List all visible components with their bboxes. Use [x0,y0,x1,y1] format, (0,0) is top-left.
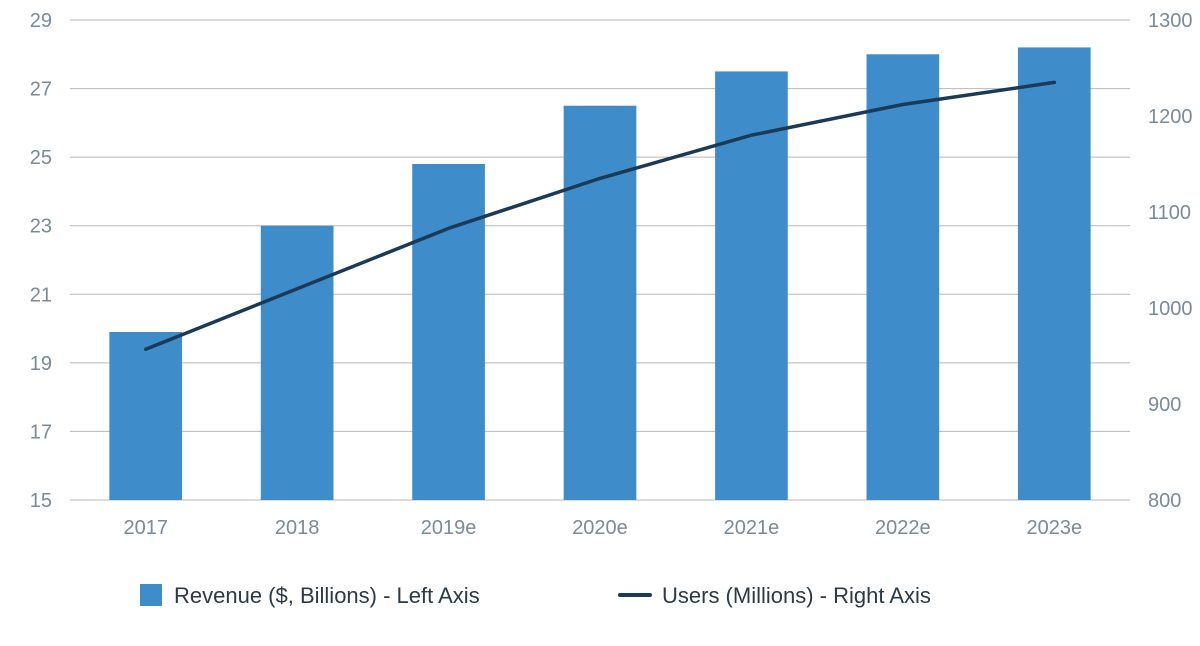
chart-svg: 15 17 19 21 23 25 27 29 800 900 1000 1100 1200 1300 20… [0,0,1200,646]
x-axis-category-label: 2018 [275,517,320,539]
bar [564,106,637,500]
revenue-users-chart: 15 17 19 21 23 25 27 29 800 900 1000 1100 1200 1300 20… [0,0,1200,646]
bar [867,54,940,500]
left-axis-tick-label: 17 [30,421,52,443]
right-axis-tick-label: 1200 [1148,106,1193,128]
x-axis-category-label: 2023e [1026,517,1082,539]
bar [109,332,182,500]
right-axis-tick-label: 1300 [1148,10,1193,32]
bar [412,164,485,500]
legend-label-users: Users (Millions) - Right Axis [662,583,931,608]
left-axis-tick-label: 23 [30,216,52,238]
left-axis-tick-label: 25 [30,147,52,169]
x-axis-category-label: 2017 [123,517,168,539]
right-axis-tick-label: 900 [1148,394,1181,416]
left-axis-tick-label: 27 [30,79,52,101]
right-axis-tick-label: 1100 [1148,202,1191,224]
right-axis-tick-label: 1000 [1148,298,1193,320]
x-axis-category-label: 2019e [421,517,477,539]
x-axis-category-label: 2021e [724,517,780,539]
bar [1018,47,1091,500]
left-axis-tick-label: 15 [30,490,52,512]
left-axis-tick-label: 21 [30,284,52,306]
left-axis-tick-label: 19 [30,353,52,375]
right-axis-tick-label: 800 [1148,490,1181,512]
bar [261,226,334,500]
left-axis-tick-label: 29 [30,10,52,32]
x-axis-category-label: 2020e [572,517,628,539]
legend-label-revenue: Revenue ($, Billions) - Left Axis [174,583,480,608]
x-axis-category-label: 2022e [875,517,931,539]
legend-swatch-revenue [140,584,162,606]
